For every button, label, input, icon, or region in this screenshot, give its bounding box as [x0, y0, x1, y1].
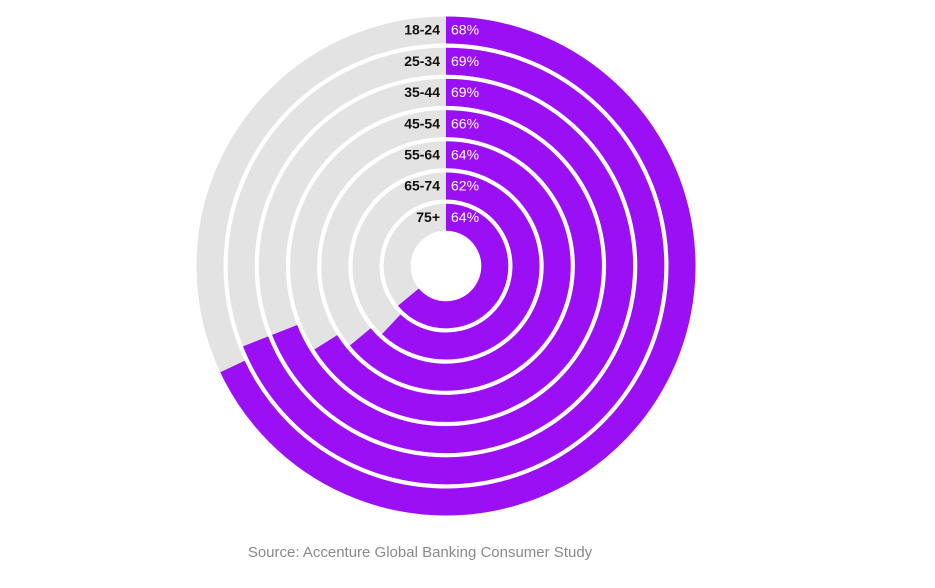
category-label: 45-54	[404, 115, 440, 131]
ring-bar	[349, 141, 571, 391]
category-label: 25-34	[404, 53, 440, 69]
value-label: 69%	[451, 84, 479, 100]
category-label: 75+	[416, 209, 440, 225]
ring-bar	[243, 47, 665, 485]
ring-bar	[314, 110, 602, 422]
value-label: 62%	[451, 178, 479, 194]
ring-bar	[272, 78, 634, 454]
value-label: 69%	[451, 53, 479, 69]
source: Source: Accenture Global Banking Consume…	[248, 544, 593, 561]
category-label: 35-44	[404, 84, 440, 100]
ring-bar	[398, 203, 509, 329]
value-label: 68%	[451, 22, 479, 38]
value-label: 64%	[451, 147, 479, 163]
category-label: 18-24	[404, 22, 440, 38]
value-label: 66%	[451, 115, 479, 131]
ring-bar	[220, 16, 696, 516]
ring-bar	[382, 172, 540, 360]
category-label: 55-64	[404, 147, 440, 163]
value-label: 64%	[451, 209, 479, 225]
category-label: 65-74	[404, 178, 440, 194]
